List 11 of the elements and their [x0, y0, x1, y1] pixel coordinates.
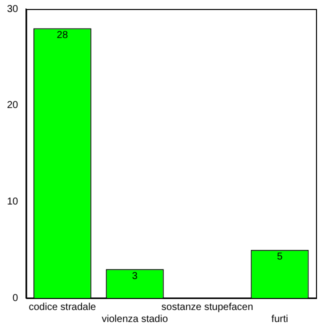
y-tick-label: 30: [7, 4, 19, 15]
x-tick-label: furti: [271, 314, 288, 325]
x-tick-label: violenza stadio: [102, 314, 168, 325]
y-tick-label: 20: [7, 100, 19, 112]
x-tick-label: codice stradale: [28, 302, 96, 313]
data-label: 5: [276, 252, 283, 263]
x-tick-label: sostanze stupefacen: [161, 302, 254, 313]
data-label: 28: [56, 30, 68, 42]
y-tick-label: 0: [12, 292, 19, 304]
data-label: 3: [132, 270, 138, 282]
y-tick-label: 10: [7, 196, 19, 208]
